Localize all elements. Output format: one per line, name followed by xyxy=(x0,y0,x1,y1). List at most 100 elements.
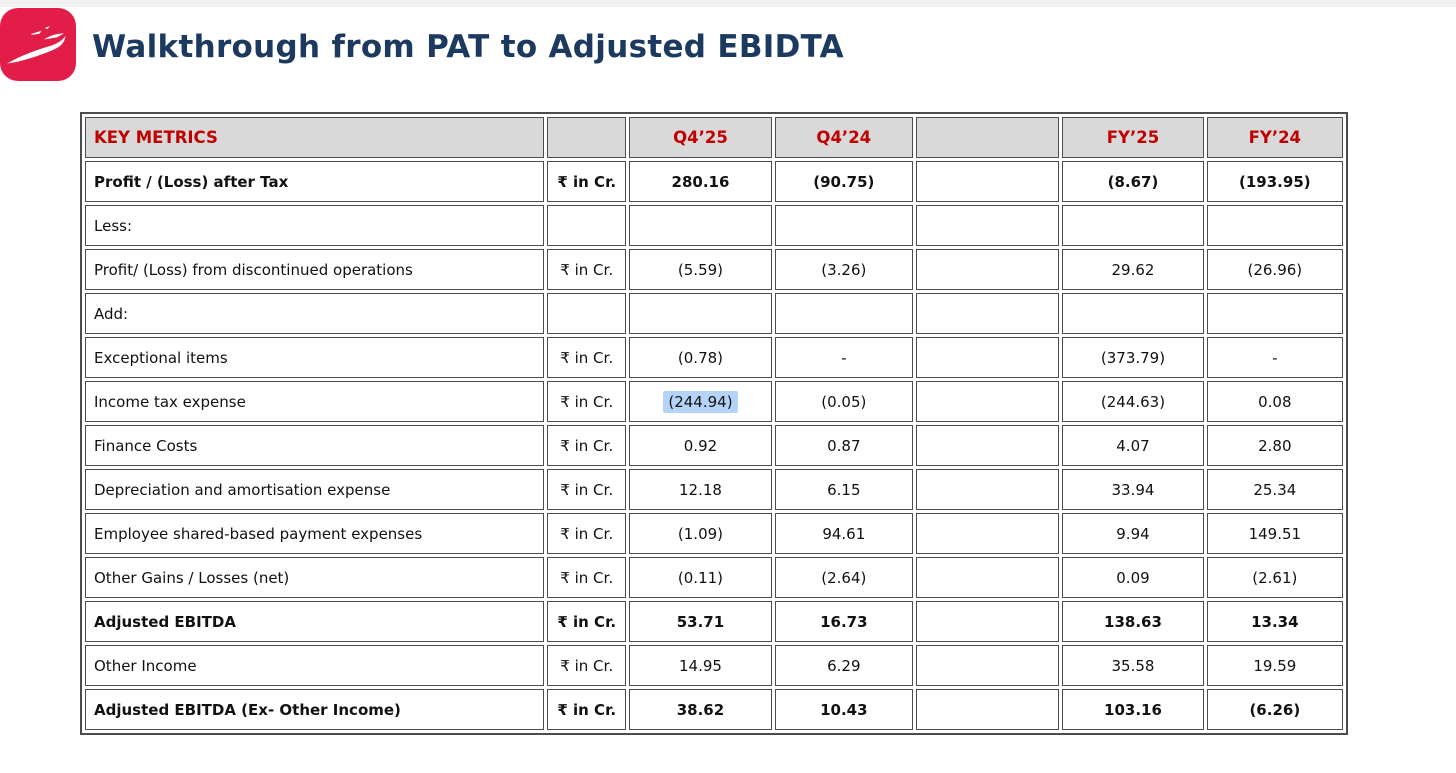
row-value xyxy=(915,513,1060,554)
table-header-row: KEY METRICS Q4’25 Q4’24 FY’25 FY’24 xyxy=(85,117,1343,158)
row-value: 138.63 xyxy=(1062,601,1204,642)
row-label: Other Income xyxy=(85,645,545,686)
row-label: Profit / (Loss) after Tax xyxy=(85,161,545,202)
row-value: 29.62 xyxy=(1062,249,1204,290)
row-value: - xyxy=(774,337,913,378)
table-row: Less: xyxy=(85,205,1343,246)
row-value: 33.94 xyxy=(1062,469,1204,510)
row-value: (5.59) xyxy=(629,249,772,290)
row-value: (2.64) xyxy=(774,557,913,598)
highlighted-value: (244.94) xyxy=(663,390,738,413)
row-value: - xyxy=(1206,337,1343,378)
row-value xyxy=(915,425,1060,466)
row-label: Other Gains / Losses (net) xyxy=(85,557,545,598)
row-value: 0.09 xyxy=(1062,557,1204,598)
table-row: Income tax expense ₹ in Cr. (244.94) (0.05)… xyxy=(85,381,1343,422)
row-value xyxy=(774,205,913,246)
top-strip xyxy=(0,0,1456,7)
row-unit: ₹ in Cr. xyxy=(547,513,627,554)
row-label: Adjusted EBITDA xyxy=(85,601,545,642)
row-value: (244.63) xyxy=(1062,381,1204,422)
table-row: Profit/ (Loss) from discontinued operati… xyxy=(85,249,1343,290)
header-fy-25: FY’25 xyxy=(1062,117,1204,158)
row-value: (26.96) xyxy=(1206,249,1343,290)
row-value: 94.61 xyxy=(774,513,913,554)
row-value xyxy=(915,645,1060,686)
row-value: (8.67) xyxy=(1062,161,1204,202)
row-unit: ₹ in Cr. xyxy=(547,469,627,510)
row-unit: ₹ in Cr. xyxy=(547,337,627,378)
row-value: 103.16 xyxy=(1062,689,1204,730)
row-value xyxy=(1062,205,1204,246)
row-unit xyxy=(547,205,627,246)
row-value xyxy=(915,469,1060,510)
table-row: Depreciation and amortisation expense ₹ i… xyxy=(85,469,1343,510)
header-unit-blank xyxy=(547,117,627,158)
table-row: Adjusted EBITDA (Ex- Other Income) ₹ in C… xyxy=(85,689,1343,730)
header-q4-25: Q4’25 xyxy=(629,117,772,158)
row-unit xyxy=(547,293,627,334)
row-value: 14.95 xyxy=(629,645,772,686)
row-label: Add: xyxy=(85,293,545,334)
row-value xyxy=(915,381,1060,422)
row-value xyxy=(629,205,772,246)
row-value: (1.09) xyxy=(629,513,772,554)
row-value: 38.62 xyxy=(629,689,772,730)
row-value: (0.11) xyxy=(629,557,772,598)
row-value xyxy=(1206,205,1343,246)
row-value: (6.26) xyxy=(1206,689,1343,730)
row-unit: ₹ in Cr. xyxy=(547,425,627,466)
row-label: Finance Costs xyxy=(85,425,545,466)
row-value: 0.92 xyxy=(629,425,772,466)
row-value xyxy=(915,557,1060,598)
row-value: (90.75) xyxy=(774,161,913,202)
row-value: 6.15 xyxy=(774,469,913,510)
key-metrics-table: KEY METRICS Q4’25 Q4’24 FY’25 FY’24 Prof… xyxy=(80,112,1348,735)
row-value: 13.34 xyxy=(1206,601,1343,642)
row-value: 16.73 xyxy=(774,601,913,642)
row-unit: ₹ in Cr. xyxy=(547,601,627,642)
row-label: Adjusted EBITDA (Ex- Other Income) xyxy=(85,689,545,730)
row-value: (0.78) xyxy=(629,337,772,378)
row-label: Profit/ (Loss) from discontinued operati… xyxy=(85,249,545,290)
header-q4-24: Q4’24 xyxy=(774,117,913,158)
row-value: 0.08 xyxy=(1206,381,1343,422)
brand-logo xyxy=(0,8,76,81)
leaping-animal-swoosh-icon xyxy=(7,26,66,64)
table-row: Exceptional items ₹ in Cr. (0.78) - (373.79)… xyxy=(85,337,1343,378)
table-row: Other Gains / Losses (net) ₹ in Cr. (0.11)… xyxy=(85,557,1343,598)
page-header: Walkthrough from PAT to Adjusted EBIDTA xyxy=(0,7,1456,92)
row-value xyxy=(915,293,1060,334)
row-unit: ₹ in Cr. xyxy=(547,161,627,202)
row-label: Exceptional items xyxy=(85,337,545,378)
header-key-metrics: KEY METRICS xyxy=(85,117,545,158)
row-value: (0.05) xyxy=(774,381,913,422)
row-value: 35.58 xyxy=(1062,645,1204,686)
row-value: (373.79) xyxy=(1062,337,1204,378)
row-unit: ₹ in Cr. xyxy=(547,645,627,686)
row-label: Income tax expense xyxy=(85,381,545,422)
row-value: 53.71 xyxy=(629,601,772,642)
row-value: 19.59 xyxy=(1206,645,1343,686)
table-row: Profit / (Loss) after Tax ₹ in Cr. 280.16(… xyxy=(85,161,1343,202)
row-value: (3.26) xyxy=(774,249,913,290)
table-row: Employee shared-based payment expenses ₹ … xyxy=(85,513,1343,554)
row-label: Depreciation and amortisation expense xyxy=(85,469,545,510)
header-fy-24: FY’24 xyxy=(1206,117,1343,158)
row-value xyxy=(915,337,1060,378)
row-value: (2.61) xyxy=(1206,557,1343,598)
row-value: (244.94) xyxy=(629,381,772,422)
row-value: 10.43 xyxy=(774,689,913,730)
row-value: (193.95) xyxy=(1206,161,1343,202)
row-label: Employee shared-based payment expenses xyxy=(85,513,545,554)
row-value xyxy=(915,249,1060,290)
table-row: Finance Costs ₹ in Cr. 0.92 0.87 4.07 2.80 xyxy=(85,425,1343,466)
table-row: Adjusted EBITDA ₹ in Cr. 53.71 16.73 138.63 1… xyxy=(85,601,1343,642)
table-row: Other Income ₹ in Cr. 14.95 6.29 35.58 19.59 xyxy=(85,645,1343,686)
row-unit: ₹ in Cr. xyxy=(547,249,627,290)
row-value xyxy=(915,689,1060,730)
row-value xyxy=(629,293,772,334)
table-row: Add: xyxy=(85,293,1343,334)
page-title: Walkthrough from PAT to Adjusted EBIDTA xyxy=(92,29,844,65)
row-value: 0.87 xyxy=(774,425,913,466)
